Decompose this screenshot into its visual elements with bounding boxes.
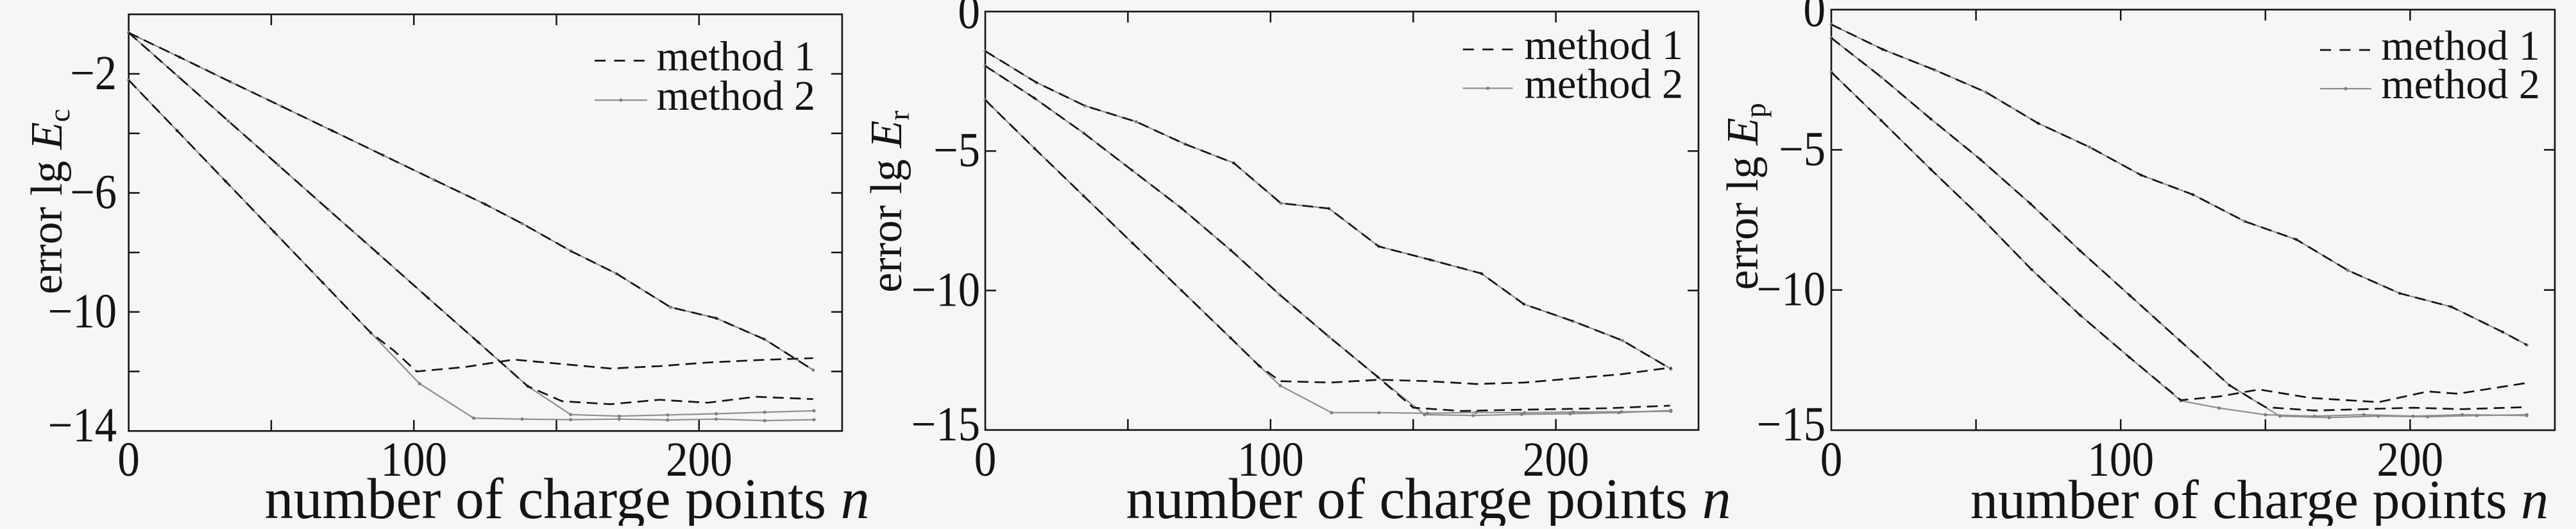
svg-text:100: 100 <box>2087 433 2154 487</box>
svg-text:error lg Ep: error lg Ep <box>1718 103 1772 290</box>
svg-text:method 1: method 1 <box>657 33 815 80</box>
svg-text:number of charge points n: number of charge points n <box>1126 467 1731 526</box>
svg-text:0: 0 <box>1820 433 1843 487</box>
svg-text:100: 100 <box>1237 433 1304 487</box>
svg-text:method 1: method 1 <box>2381 22 2539 69</box>
svg-text:0: 0 <box>117 433 140 487</box>
svg-text:200: 200 <box>2377 433 2444 487</box>
svg-text:method 2: method 2 <box>657 73 815 119</box>
svg-text:100: 100 <box>380 433 447 487</box>
svg-text:200: 200 <box>1523 433 1589 487</box>
svg-text:−14: −14 <box>48 398 117 452</box>
svg-text:−10: −10 <box>48 284 117 338</box>
svg-text:method 2: method 2 <box>1525 61 1683 108</box>
svg-text:error lg Ec: error lg Ec <box>22 109 76 295</box>
svg-text:0: 0 <box>1803 0 1826 37</box>
svg-text:0: 0 <box>958 0 980 39</box>
svg-text:−15: −15 <box>911 397 980 451</box>
svg-text:200: 200 <box>666 433 733 487</box>
svg-text:−6: −6 <box>70 166 117 220</box>
svg-text:−5: −5 <box>933 123 980 177</box>
svg-text:−10: −10 <box>1757 263 1826 317</box>
svg-text:number of charge points n: number of charge points n <box>264 467 869 526</box>
svg-text:−10: −10 <box>911 263 980 317</box>
svg-text:method 1: method 1 <box>1525 22 1683 69</box>
svg-text:method 2: method 2 <box>2381 61 2539 108</box>
svg-text:number of charge points n: number of charge points n <box>1970 469 2548 526</box>
svg-text:−5: −5 <box>1779 122 1826 176</box>
svg-text:0: 0 <box>974 433 997 487</box>
svg-text:error lg Er: error lg Er <box>862 110 915 293</box>
svg-text:−2: −2 <box>70 46 117 100</box>
svg-text:−15: −15 <box>1757 397 1826 451</box>
